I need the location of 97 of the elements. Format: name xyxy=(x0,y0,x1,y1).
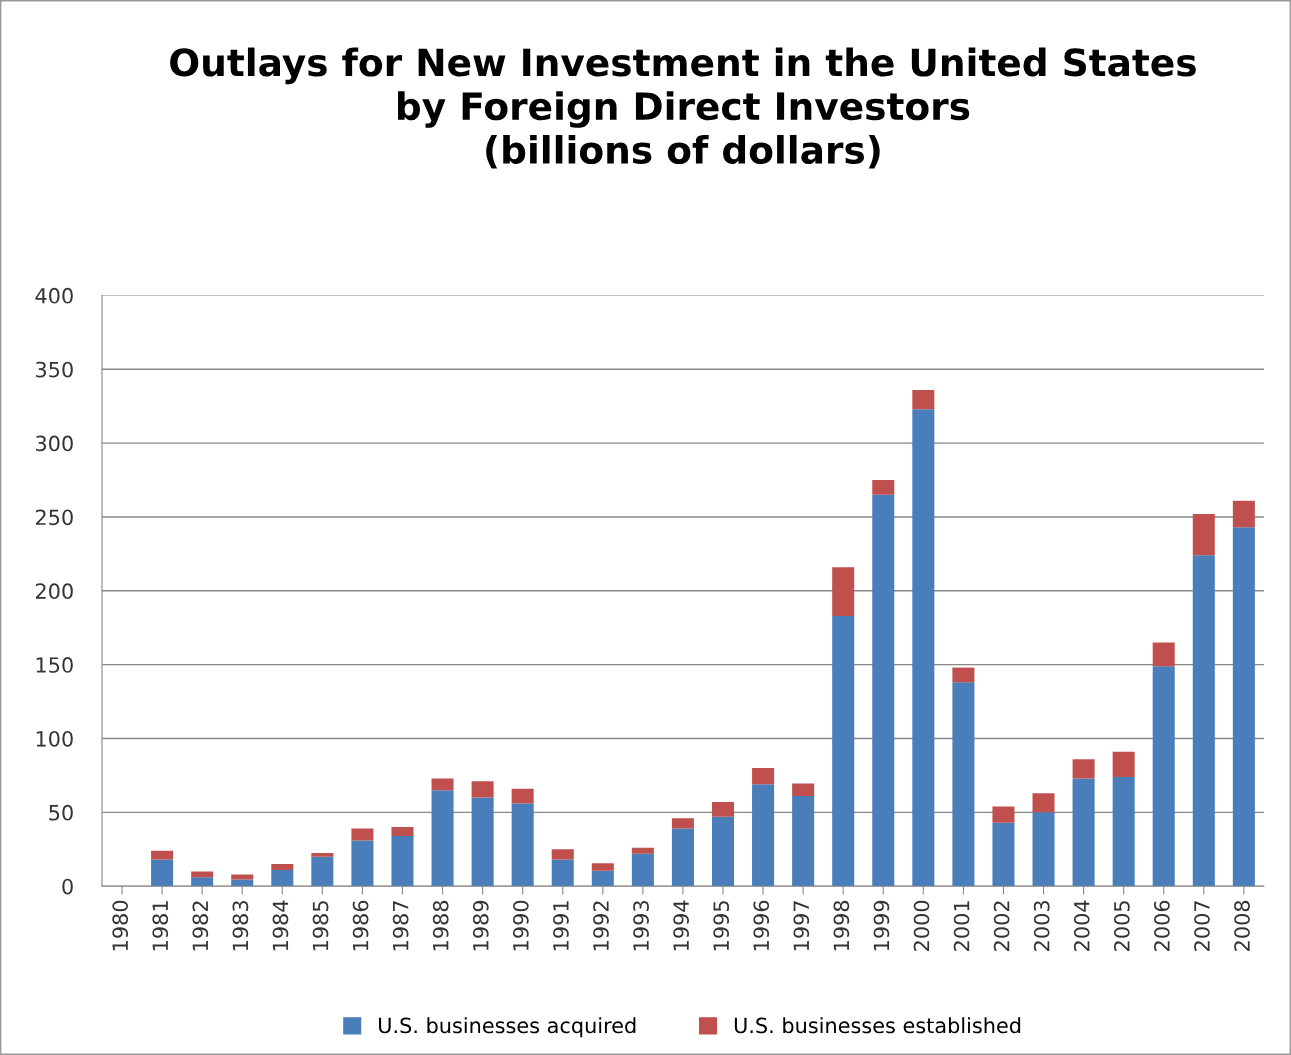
bar xyxy=(872,480,895,495)
bar xyxy=(792,796,815,887)
bar xyxy=(912,389,935,410)
bar xyxy=(1152,642,1175,667)
y-tick-label: 300 xyxy=(36,435,73,452)
x-tick-label: 2000 xyxy=(913,900,930,951)
bar xyxy=(191,877,214,887)
x-tick-label: 1980 xyxy=(112,900,129,951)
bar xyxy=(231,879,254,887)
bar xyxy=(391,835,414,887)
x-tick-label: 1986 xyxy=(352,900,369,951)
chart-title: Outlays for New Investment in the United States by Foreign Direct Investors (billions of dollars) xyxy=(170,47,1196,169)
bar xyxy=(391,827,414,836)
x-tick-label: 1987 xyxy=(392,901,409,951)
x-tick-label: 1999 xyxy=(873,900,890,951)
bar xyxy=(671,828,694,887)
bar xyxy=(431,790,454,887)
x-tick-label: 1997 xyxy=(793,901,810,951)
bar xyxy=(711,802,735,817)
x-tick-label: 1990 xyxy=(512,900,529,951)
x-tick-label: 2006 xyxy=(1154,900,1170,951)
bar xyxy=(1032,793,1055,813)
bar xyxy=(351,840,374,887)
y-tick-label: 350 xyxy=(36,361,73,378)
bar xyxy=(431,778,454,791)
bar xyxy=(1232,500,1255,528)
bar xyxy=(952,667,975,683)
bar xyxy=(1192,555,1215,887)
y-tick-label: 0 xyxy=(62,878,73,895)
y-tick-label: 150 xyxy=(36,657,73,673)
x-tick-label: 1985 xyxy=(312,901,329,951)
x-tick-label: 1981 xyxy=(152,901,169,951)
bar xyxy=(151,859,174,887)
bar xyxy=(1072,759,1095,779)
x-tick-label: 2002 xyxy=(993,901,1010,951)
x-tick-label: 2004 xyxy=(1073,900,1090,951)
bar xyxy=(1232,527,1255,887)
bar xyxy=(671,818,694,829)
x-tick-label: 1995 xyxy=(713,901,730,951)
bar xyxy=(551,849,574,860)
legend-label: U.S. businesses established xyxy=(734,1017,1021,1034)
bar xyxy=(631,853,654,887)
bar xyxy=(471,797,494,887)
x-tick-label: 1983 xyxy=(232,901,249,951)
bar xyxy=(711,816,735,887)
bar xyxy=(1112,751,1135,777)
bar xyxy=(511,788,534,804)
x-tick-label: 1994 xyxy=(673,900,689,951)
y-tick-label: 250 xyxy=(35,509,73,526)
bar xyxy=(311,852,334,857)
legend-label: U.S. businesses acquired xyxy=(379,1017,636,1038)
x-tick-label: 2007 xyxy=(1194,901,1210,951)
bar xyxy=(1192,514,1215,556)
bar xyxy=(151,850,174,860)
x-tick-label: 1991 xyxy=(553,901,569,951)
bar xyxy=(231,874,254,880)
bar xyxy=(511,803,534,887)
bar xyxy=(832,615,855,887)
bar xyxy=(271,864,294,870)
bar xyxy=(1112,776,1135,887)
bar xyxy=(832,567,855,616)
x-tick-label: 1996 xyxy=(753,900,770,951)
x-tick-label: 2001 xyxy=(953,901,970,951)
bar xyxy=(591,870,614,887)
bar xyxy=(952,682,975,887)
x-tick-label: 1982 xyxy=(192,901,209,951)
x-tick-label: 1992 xyxy=(593,901,609,951)
x-tick-label: 1989 xyxy=(472,900,489,951)
bar xyxy=(471,781,494,798)
x-tick-label: 1984 xyxy=(272,900,289,951)
bar xyxy=(752,784,775,887)
bar xyxy=(872,494,895,887)
y-tick-label: 400 xyxy=(35,287,73,304)
bar xyxy=(351,828,374,841)
bar xyxy=(1072,778,1095,887)
x-tick-label: 1993 xyxy=(633,901,649,951)
x-tick-label: 2005 xyxy=(1113,901,1130,951)
bar xyxy=(191,871,214,878)
y-tick-label: 200 xyxy=(35,583,73,600)
bar xyxy=(1032,812,1055,887)
bar xyxy=(752,768,775,785)
bar xyxy=(992,822,1015,887)
bar xyxy=(631,847,654,854)
x-tick-label: 1988 xyxy=(432,900,449,951)
y-tick-label: 100 xyxy=(36,730,73,747)
bar xyxy=(551,859,574,887)
bar xyxy=(311,856,334,887)
y-tick-label: 50 xyxy=(49,804,73,821)
bar xyxy=(591,863,614,871)
bar xyxy=(271,869,294,887)
x-tick-label: 1998 xyxy=(833,900,850,951)
x-tick-label: 2008 xyxy=(1234,900,1250,951)
bar xyxy=(1152,666,1175,887)
bar xyxy=(912,409,935,887)
bar xyxy=(992,806,1015,823)
bar xyxy=(792,783,815,797)
x-tick-label: 2003 xyxy=(1033,901,1050,951)
